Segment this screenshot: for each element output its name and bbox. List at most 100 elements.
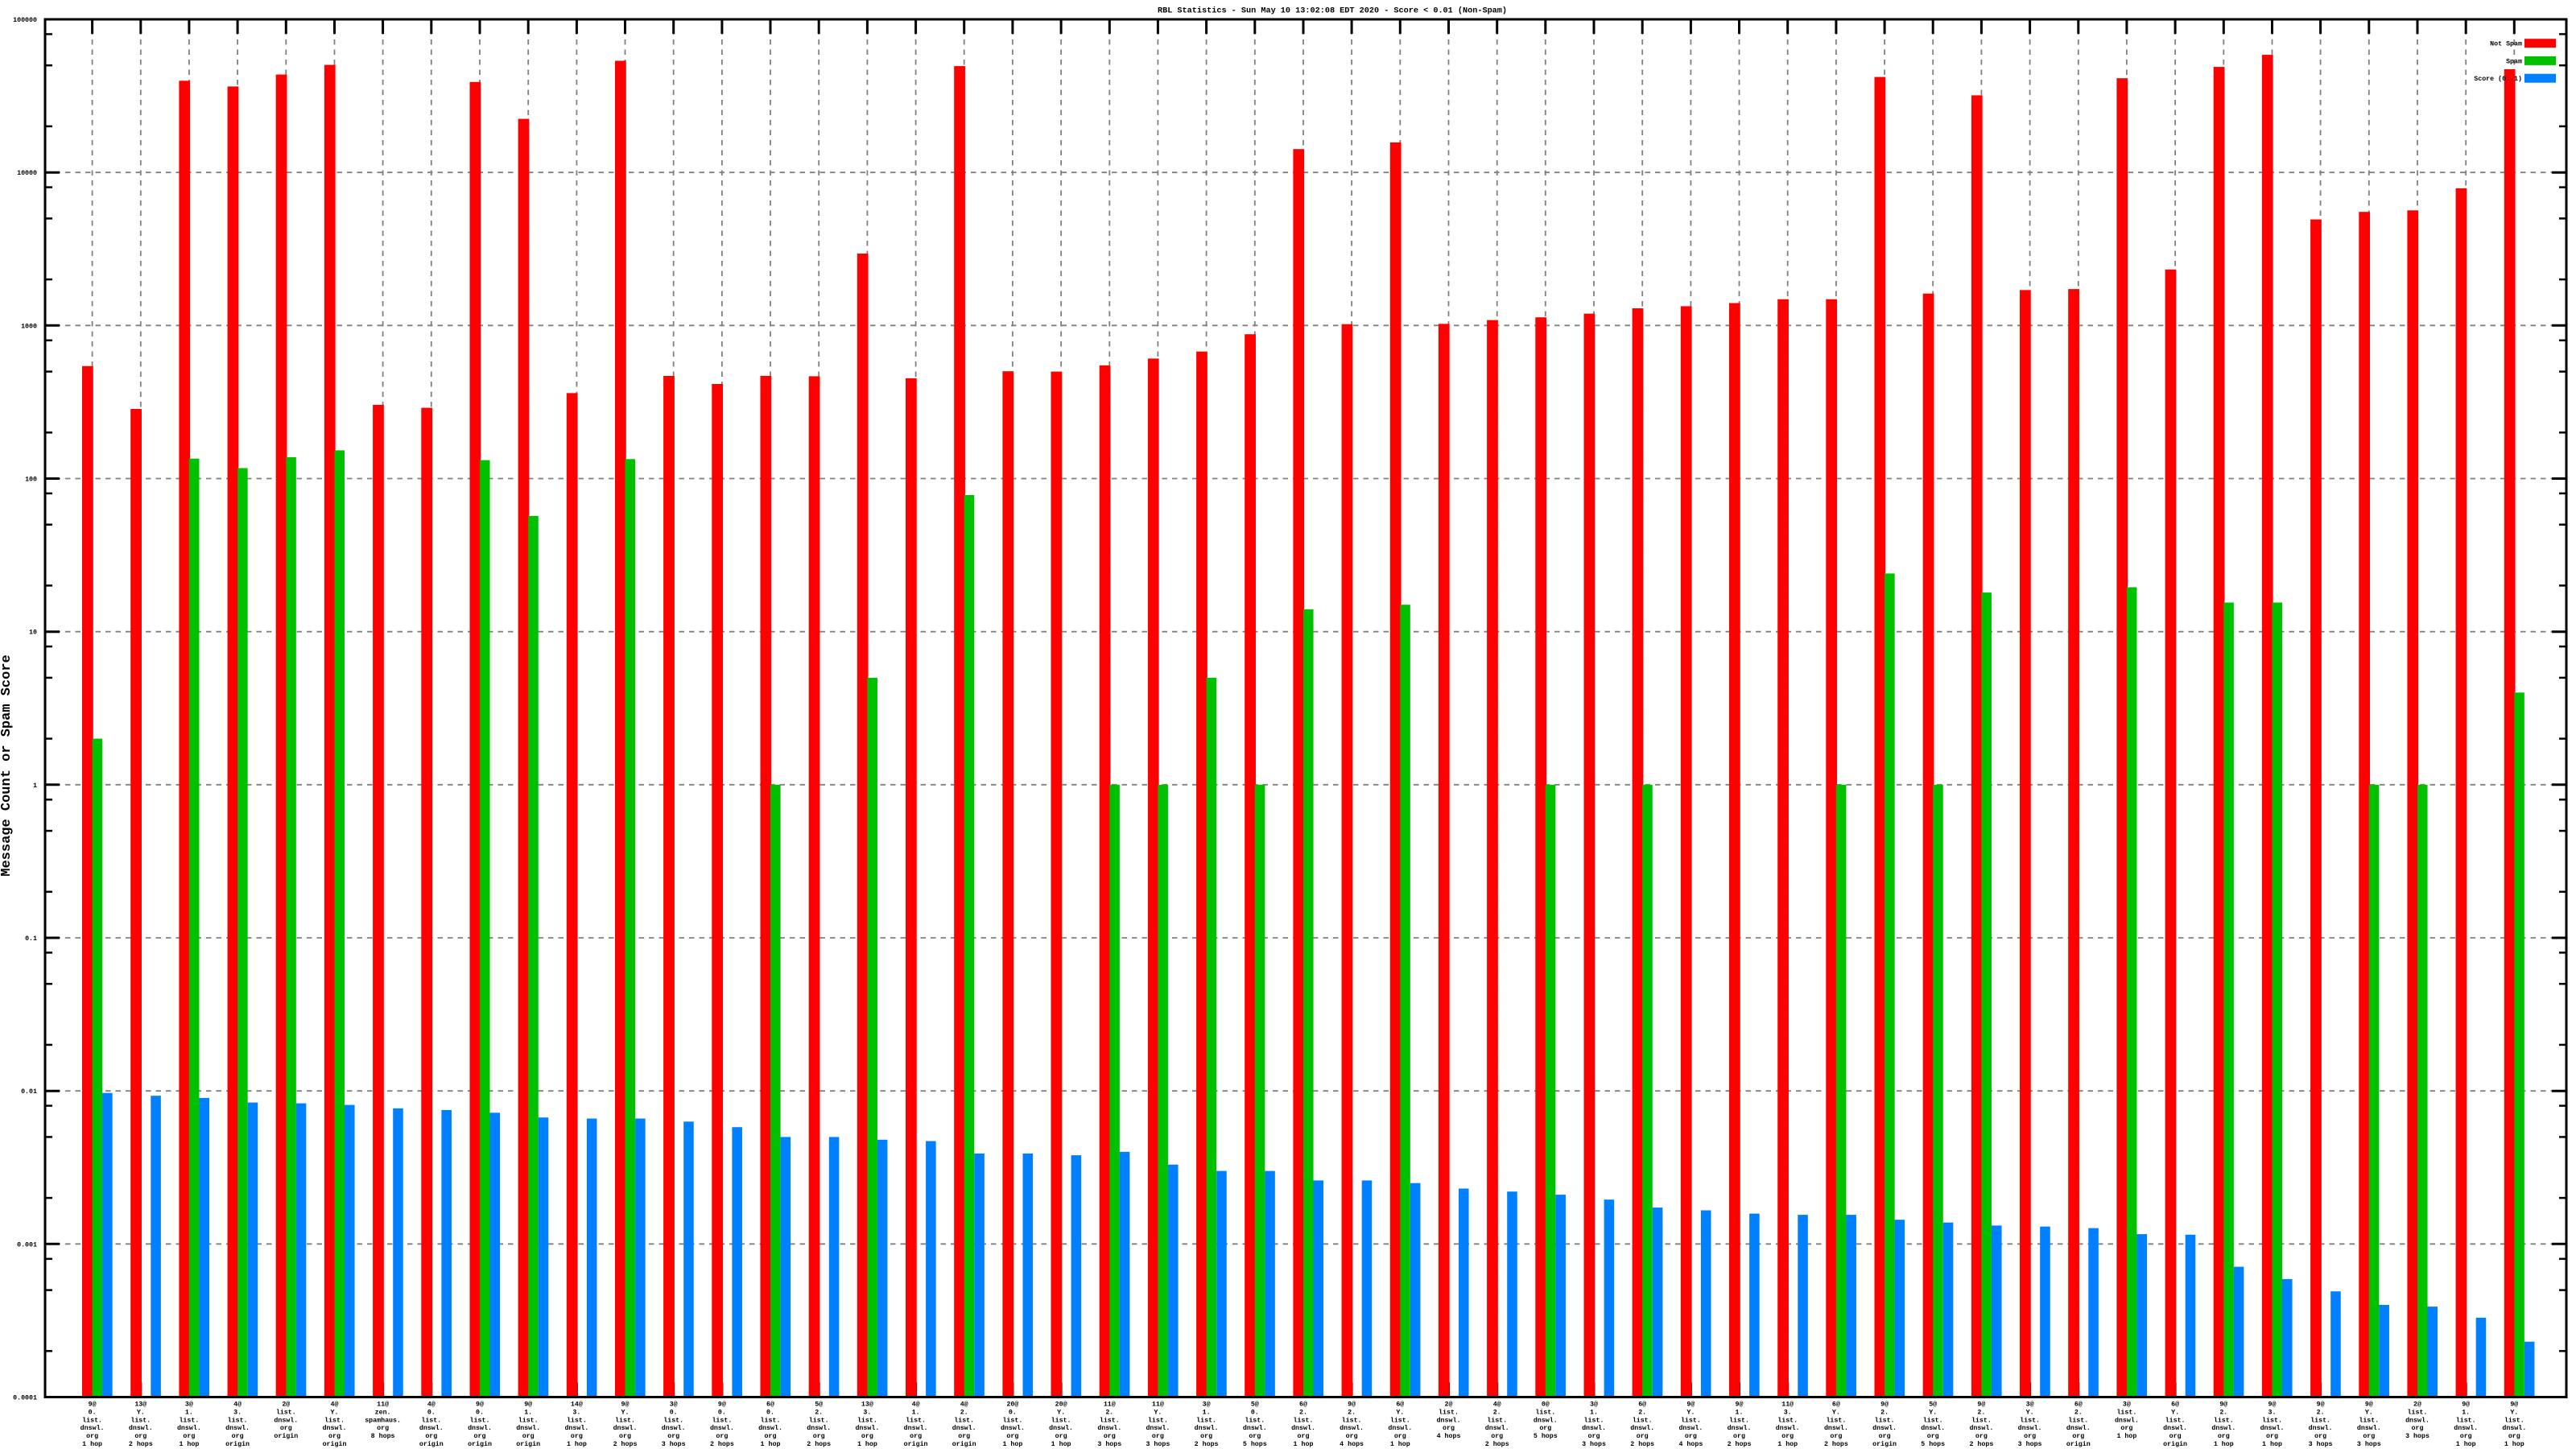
svg-text:0@: 0@ bbox=[1542, 1401, 1550, 1409]
svg-text:org: org bbox=[667, 1433, 679, 1440]
svg-text:dnswl.: dnswl. bbox=[1534, 1416, 1558, 1424]
svg-text:origin: origin bbox=[516, 1440, 540, 1448]
svg-text:1.: 1. bbox=[524, 1409, 532, 1416]
svg-text:list.: list. bbox=[1487, 1416, 1507, 1424]
svg-text:org: org bbox=[377, 1425, 389, 1432]
svg-text:origin: origin bbox=[419, 1440, 444, 1448]
svg-text:1.: 1. bbox=[1736, 1409, 1744, 1416]
svg-text:list.: list. bbox=[1100, 1416, 1120, 1424]
svg-text:2.: 2. bbox=[2074, 1409, 2083, 1416]
svg-text:list.: list. bbox=[2359, 1416, 2379, 1424]
svg-text:dnswl.: dnswl. bbox=[1097, 1424, 1121, 1432]
svg-text:org: org bbox=[1104, 1433, 1116, 1440]
svg-text:0.001: 0.001 bbox=[17, 1241, 37, 1249]
svg-text:dnswl.: dnswl. bbox=[468, 1424, 492, 1432]
svg-text:9@: 9@ bbox=[718, 1401, 726, 1409]
svg-text:100000: 100000 bbox=[13, 17, 37, 24]
svg-text:1 hop: 1 hop bbox=[761, 1440, 781, 1448]
svg-text:org: org bbox=[1443, 1425, 1455, 1432]
svg-text:origin: origin bbox=[323, 1440, 347, 1448]
svg-text:3@: 3@ bbox=[2123, 1401, 2131, 1409]
svg-text:9@: 9@ bbox=[2268, 1401, 2277, 1409]
svg-text:0.: 0. bbox=[89, 1409, 97, 1416]
svg-text:list.: list. bbox=[857, 1416, 877, 1424]
svg-text:list.: list. bbox=[906, 1416, 926, 1424]
svg-text:list.: list. bbox=[2408, 1408, 2428, 1416]
svg-text:Y.: Y. bbox=[1832, 1409, 1840, 1416]
svg-text:list.: list. bbox=[1777, 1416, 1798, 1424]
svg-text:1 hop: 1 hop bbox=[1777, 1440, 1798, 1448]
svg-text:org: org bbox=[716, 1433, 728, 1440]
svg-text:2.: 2. bbox=[1493, 1409, 1501, 1416]
svg-text:dnswl.: dnswl. bbox=[1921, 1424, 1945, 1432]
svg-text:spamhaus.: spamhaus. bbox=[365, 1416, 401, 1424]
svg-text:org: org bbox=[183, 1433, 195, 1440]
svg-text:list.: list. bbox=[2504, 1416, 2524, 1424]
svg-text:list.: list. bbox=[2214, 1416, 2234, 1424]
svg-text:1 hop: 1 hop bbox=[2116, 1432, 2136, 1440]
svg-text:dnswl.: dnswl. bbox=[952, 1424, 976, 1432]
svg-text:5@: 5@ bbox=[815, 1401, 823, 1409]
svg-text:org: org bbox=[1637, 1433, 1649, 1440]
svg-text:3 hops: 3 hops bbox=[2405, 1432, 2429, 1440]
svg-text:11@: 11@ bbox=[1104, 1401, 1116, 1409]
svg-text:2 hops: 2 hops bbox=[1630, 1440, 1654, 1448]
svg-text:list.: list. bbox=[1245, 1416, 1265, 1424]
svg-text:5@: 5@ bbox=[1929, 1401, 1937, 1409]
svg-text:list.: list. bbox=[421, 1416, 441, 1424]
svg-text:2.: 2. bbox=[1880, 1409, 1889, 1416]
svg-text:13@: 13@ bbox=[861, 1401, 873, 1409]
svg-text:dnswl.: dnswl. bbox=[129, 1424, 153, 1432]
svg-text:2.: 2. bbox=[1105, 1409, 1113, 1416]
svg-text:org: org bbox=[2218, 1433, 2230, 1440]
svg-text:dnswl.: dnswl. bbox=[1824, 1424, 1848, 1432]
svg-text:org: org bbox=[425, 1433, 437, 1440]
svg-text:4 hops: 4 hops bbox=[1437, 1432, 1461, 1440]
svg-text:3.: 3. bbox=[863, 1409, 871, 1416]
svg-text:2 hops: 2 hops bbox=[1485, 1440, 1509, 1448]
svg-text:2.: 2. bbox=[1299, 1409, 1307, 1416]
svg-text:dnswl.: dnswl. bbox=[419, 1424, 444, 1432]
svg-text:dnswl.: dnswl. bbox=[613, 1424, 638, 1432]
svg-text:org: org bbox=[813, 1433, 825, 1440]
svg-text:list.: list. bbox=[1826, 1416, 1846, 1424]
svg-text:2 hops: 2 hops bbox=[1728, 1440, 1752, 1448]
svg-text:1000: 1000 bbox=[21, 323, 37, 330]
svg-text:dnswl.: dnswl. bbox=[1969, 1424, 1993, 1432]
svg-text:org: org bbox=[2363, 1433, 2375, 1440]
svg-text:1 hop: 1 hop bbox=[567, 1440, 587, 1448]
svg-text:2@: 2@ bbox=[2413, 1401, 2421, 1409]
svg-text:3 hops: 3 hops bbox=[1146, 1440, 1170, 1448]
svg-text:0.: 0. bbox=[718, 1409, 726, 1416]
svg-text:2.: 2. bbox=[960, 1409, 968, 1416]
svg-text:dnswl.: dnswl. bbox=[1049, 1424, 1073, 1432]
svg-text:org: org bbox=[474, 1433, 486, 1440]
svg-text:dnswl.: dnswl. bbox=[274, 1416, 298, 1424]
svg-text:0.: 0. bbox=[1251, 1409, 1259, 1416]
svg-text:3.: 3. bbox=[233, 1409, 242, 1416]
svg-text:9@: 9@ bbox=[1686, 1401, 1695, 1409]
svg-text:org: org bbox=[619, 1433, 631, 1440]
svg-text:list.: list. bbox=[1923, 1416, 1943, 1424]
svg-text:4@: 4@ bbox=[233, 1401, 242, 1409]
svg-text:list.: list. bbox=[2262, 1416, 2282, 1424]
svg-text:org: org bbox=[2120, 1425, 2132, 1432]
svg-text:0.: 0. bbox=[1009, 1409, 1017, 1416]
svg-text:dnswl.: dnswl. bbox=[2211, 1424, 2235, 1432]
svg-text:origin: origin bbox=[952, 1440, 976, 1448]
svg-text:1 hop: 1 hop bbox=[1294, 1440, 1314, 1448]
svg-text:origin: origin bbox=[2066, 1440, 2091, 1448]
svg-text:3 hops: 3 hops bbox=[2357, 1440, 2381, 1448]
svg-text:dnswl.: dnswl. bbox=[904, 1424, 928, 1432]
svg-text:org: org bbox=[958, 1433, 970, 1440]
svg-text:10000: 10000 bbox=[17, 170, 37, 177]
svg-text:1 hop: 1 hop bbox=[1002, 1440, 1022, 1448]
svg-text:org: org bbox=[2169, 1433, 2182, 1440]
svg-text:Y.: Y. bbox=[1929, 1409, 1937, 1416]
svg-text:dnswl.: dnswl. bbox=[2115, 1416, 2139, 1424]
svg-text:2.: 2. bbox=[1348, 1409, 1356, 1416]
svg-text:list.: list. bbox=[1681, 1416, 1701, 1424]
svg-text:org: org bbox=[2266, 1433, 2278, 1440]
svg-text:list.: list. bbox=[1535, 1408, 1555, 1416]
svg-text:org: org bbox=[280, 1425, 292, 1432]
